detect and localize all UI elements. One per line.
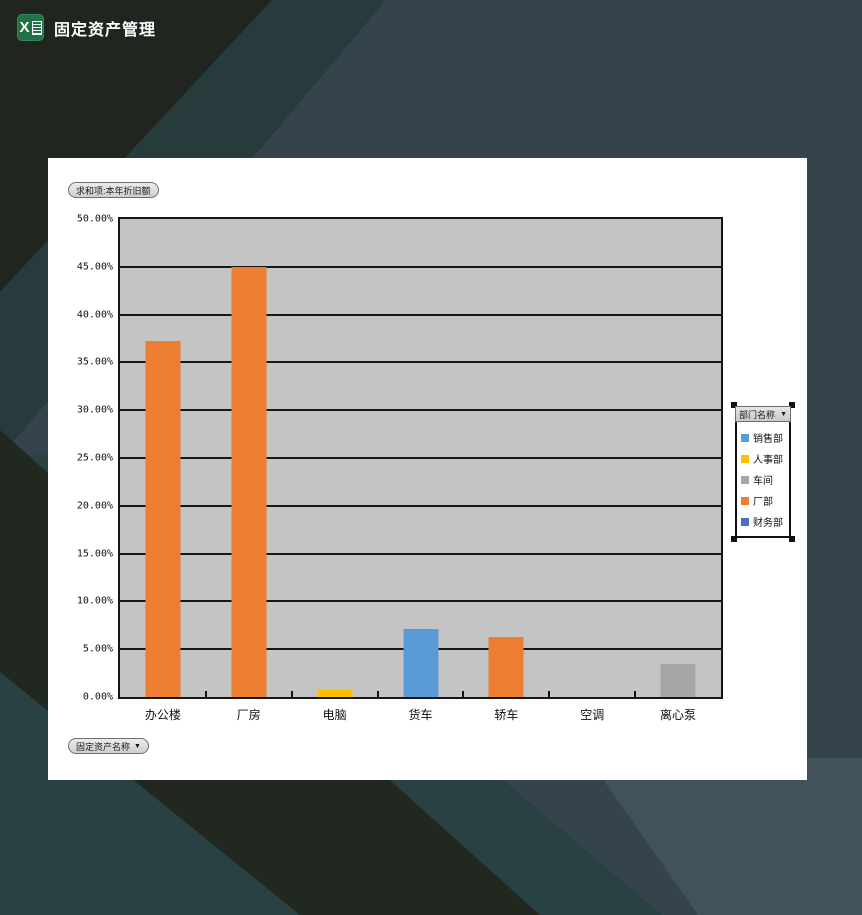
y-axis-tick-label: 20.00% bbox=[76, 500, 113, 512]
x-axis-tick bbox=[376, 691, 379, 697]
chart-card: 求和项:本年折旧额 50.00% 45.00% 40.00% 35.00% 30.00%… bbox=[48, 158, 807, 780]
legend-item[interactable]: 车间 bbox=[741, 469, 789, 490]
gridline bbox=[120, 409, 721, 412]
legend-item-label: 人事部 bbox=[753, 455, 783, 466]
excel-sheet-glyph bbox=[31, 20, 42, 35]
y-axis-tick-label: 45.00% bbox=[76, 261, 113, 273]
pivot-value-field-button[interactable]: 求和项:本年折旧额 bbox=[68, 182, 159, 198]
bar-轿车[interactable] bbox=[488, 636, 524, 697]
gridline bbox=[120, 504, 721, 507]
legend-color-swatch bbox=[741, 454, 749, 463]
bar-厂房[interactable] bbox=[231, 266, 267, 697]
gridline bbox=[120, 265, 721, 268]
legend-item-label: 财务部 bbox=[753, 518, 783, 529]
gridline bbox=[120, 313, 721, 316]
excel-logo-icon: X bbox=[17, 14, 44, 41]
legend-field-label: 部门名称 bbox=[739, 409, 776, 420]
legend-color-swatch bbox=[741, 496, 749, 505]
x-axis-tick bbox=[204, 691, 207, 697]
legend-color-swatch bbox=[741, 475, 749, 484]
pivot-value-field-label: 求和项:本年折旧额 bbox=[76, 185, 151, 196]
bar-办公楼[interactable] bbox=[145, 341, 181, 697]
legend-item[interactable]: 人事部 bbox=[741, 448, 789, 469]
bar-电脑[interactable] bbox=[317, 689, 353, 697]
x-axis-category-label: 货车 bbox=[408, 708, 433, 722]
y-axis-tick-label: 25.00% bbox=[76, 452, 113, 464]
legend-color-swatch bbox=[741, 517, 749, 526]
x-axis-category-label: 轿车 bbox=[494, 708, 519, 722]
x-axis-category-label: 电脑 bbox=[322, 708, 347, 722]
legend-items: 销售部人事部车间厂部财务部 bbox=[735, 422, 791, 538]
gridline bbox=[120, 600, 721, 603]
selection-handle-icon[interactable] bbox=[789, 402, 795, 408]
x-axis-tick bbox=[634, 691, 637, 697]
x-axis-category-label: 办公楼 bbox=[144, 708, 181, 722]
legend-item[interactable]: 财务部 bbox=[741, 511, 789, 532]
selection-handle-icon[interactable] bbox=[731, 536, 737, 542]
x-axis-tick bbox=[462, 691, 465, 697]
legend-field-button[interactable]: 部门名称 ▼ bbox=[735, 406, 791, 422]
bar-货车[interactable] bbox=[403, 629, 438, 697]
y-axis-tick-label: 15.00% bbox=[76, 548, 113, 560]
dropdown-arrow-icon: ▼ bbox=[780, 410, 787, 418]
legend-item-label: 车间 bbox=[753, 476, 773, 487]
x-axis-category-label: 厂房 bbox=[236, 708, 261, 722]
pivot-axis-field-label: 固定资产名称 bbox=[76, 741, 131, 752]
pivot-axis-field-button[interactable]: 固定资产名称 ▼ bbox=[68, 738, 149, 754]
legend-item[interactable]: 销售部 bbox=[741, 427, 789, 448]
x-axis-tick bbox=[548, 691, 551, 697]
excel-x-glyph: X bbox=[19, 19, 30, 36]
dropdown-arrow-icon: ▼ bbox=[134, 742, 141, 750]
legend-item[interactable]: 厂部 bbox=[741, 490, 789, 511]
legend-item-label: 厂部 bbox=[753, 497, 773, 508]
gridline bbox=[120, 457, 721, 459]
plot-area[interactable]: 50.00% 45.00% 40.00% 35.00% 30.00% 25.00% 20.0… bbox=[77, 214, 723, 722]
bar-离心泵[interactable] bbox=[660, 663, 696, 697]
x-axis-tick bbox=[290, 691, 293, 697]
y-axis-tick-label: 0.00% bbox=[82, 691, 113, 703]
selection-handle-icon[interactable] bbox=[789, 536, 795, 542]
page-title: 固定资产管理 bbox=[54, 21, 157, 39]
x-axis-category-label: 离心泵 bbox=[660, 708, 697, 722]
legend-item-label: 销售部 bbox=[753, 434, 783, 445]
gridline bbox=[120, 552, 721, 555]
y-axis-tick-label: 30.00% bbox=[76, 404, 113, 416]
y-axis-tick-label: 10.00% bbox=[76, 595, 113, 607]
y-axis-tick-label: 40.00% bbox=[76, 309, 113, 321]
plot-wrapper: 50.00% 45.00% 40.00% 35.00% 30.00% 25.00% 20.0… bbox=[77, 214, 723, 722]
y-axis-tick-label: 35.00% bbox=[76, 356, 113, 368]
selection-handle-icon[interactable] bbox=[731, 402, 737, 408]
app-header: X 固定资产管理 bbox=[17, 14, 156, 41]
gridline bbox=[120, 361, 721, 364]
y-axis-tick-label: 50.00% bbox=[76, 213, 113, 225]
legend[interactable]: 部门名称 ▼ 销售部人事部车间厂部财务部 bbox=[731, 402, 795, 542]
legend-color-swatch bbox=[741, 433, 749, 442]
y-axis-tick-label: 5.00% bbox=[82, 643, 113, 655]
x-axis-category-label: 空调 bbox=[580, 708, 605, 722]
